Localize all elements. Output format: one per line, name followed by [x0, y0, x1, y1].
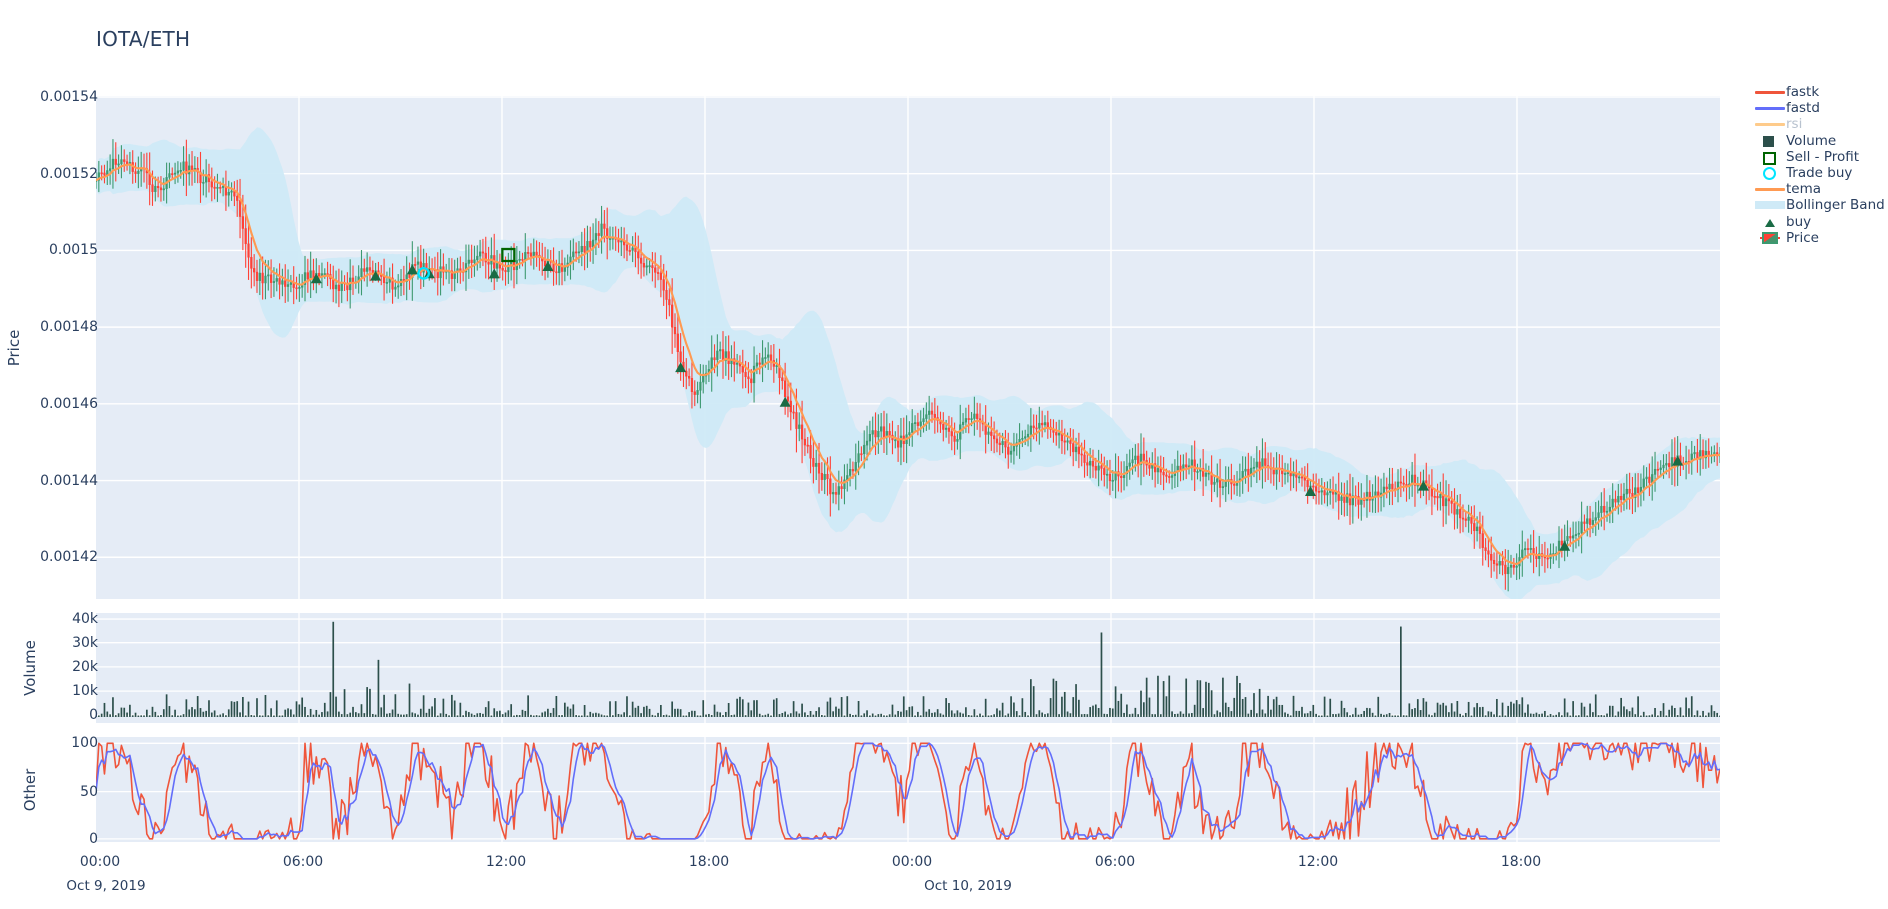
square-open-icon: [1754, 149, 1786, 165]
other-axis-title: Other: [21, 768, 39, 811]
legend-label: fastk: [1786, 84, 1820, 101]
x-axis-tick: 00:00: [79, 854, 121, 870]
legend-item-rsi[interactable]: rsi: [1754, 116, 1888, 132]
legend-label: fastd: [1786, 100, 1820, 117]
volume-chart-panel: [96, 613, 1720, 723]
other-y-tick: 50: [80, 783, 98, 800]
legend-item-price[interactable]: Price: [1754, 230, 1888, 246]
price-axis-title: Price: [5, 329, 23, 366]
legend-item-buy[interactable]: buy: [1754, 214, 1888, 230]
volume-y-tick: 0: [89, 707, 98, 724]
legend-label: Price: [1786, 229, 1819, 246]
legend-item-sell-profit[interactable]: Sell - Profit: [1754, 149, 1888, 165]
x-axis-tick: 06:00: [282, 854, 324, 870]
other-chart-panel: [96, 737, 1720, 842]
legend-label: Trade buy: [1786, 165, 1853, 182]
volume-y-tick: 40k: [72, 611, 98, 628]
price-y-tick: 0.00144: [40, 472, 98, 489]
price-y-tick: 0.00148: [40, 319, 98, 336]
price-y-tick: 0.0015: [49, 242, 98, 259]
chart-legend: fastk fastd rsi Volume Sell - Profit Trade bu…: [1754, 84, 1888, 246]
x-axis-tick: 18:00: [1500, 854, 1542, 870]
legend-label: Bollinger Band: [1786, 197, 1885, 214]
line-icon: [1754, 116, 1786, 132]
x-axis-tick: 12:00: [1297, 854, 1339, 870]
legend-label: tema: [1786, 181, 1822, 198]
legend-label: buy: [1786, 213, 1812, 230]
x-axis-tick: 18:00: [688, 854, 730, 870]
line-icon: [1754, 84, 1786, 100]
price-y-tick: 0.00154: [40, 89, 98, 105]
line-icon: [1754, 100, 1786, 116]
volume-y-tick: 20k: [72, 658, 98, 675]
x-axis-tick: 12:00: [485, 854, 527, 870]
other-y-tick: 100: [71, 735, 98, 752]
volume-y-tick: 10k: [72, 683, 98, 700]
legend-label: rsi: [1786, 116, 1803, 133]
candlestick-icon: [1754, 230, 1786, 246]
x-axis-date-group: Oct 9, 2019: [66, 878, 146, 894]
circle-open-icon: [1754, 165, 1786, 181]
legend-item-tema[interactable]: tema: [1754, 181, 1888, 197]
legend-label: Sell - Profit: [1786, 148, 1860, 165]
legend-item-volume[interactable]: Volume: [1754, 133, 1888, 149]
line-icon: [1754, 181, 1786, 197]
legend-item-fastk[interactable]: fastk: [1754, 84, 1888, 100]
x-axis-tick: 06:00: [1094, 854, 1136, 870]
price-chart-panel: [96, 96, 1720, 599]
price-y-tick: 0.00142: [40, 549, 98, 566]
legend-item-bollinger-band[interactable]: Bollinger Band: [1754, 197, 1888, 213]
x-axis-date-group: Oct 10, 2019: [924, 878, 1012, 894]
page-title: IOTA/ETH: [96, 27, 191, 51]
triangle-up-icon: [1754, 214, 1786, 230]
volume-axis-title: Volume: [21, 640, 39, 696]
legend-item-trade-buy[interactable]: Trade buy: [1754, 165, 1888, 181]
legend-label: Volume: [1786, 132, 1837, 149]
price-y-tick: 0.00152: [40, 165, 98, 182]
other-plot-svg: [96, 737, 1720, 842]
price-y-tick: 0.00146: [40, 395, 98, 412]
square-icon: [1754, 133, 1786, 149]
legend-item-fastd[interactable]: fastd: [1754, 100, 1888, 116]
other-y-tick: 0: [89, 830, 98, 847]
price-plot-svg: [96, 96, 1720, 599]
band-icon: [1754, 197, 1786, 213]
volume-plot-svg: [96, 613, 1720, 723]
x-axis-tick: 00:00: [891, 854, 933, 870]
volume-y-tick: 30k: [72, 634, 98, 651]
